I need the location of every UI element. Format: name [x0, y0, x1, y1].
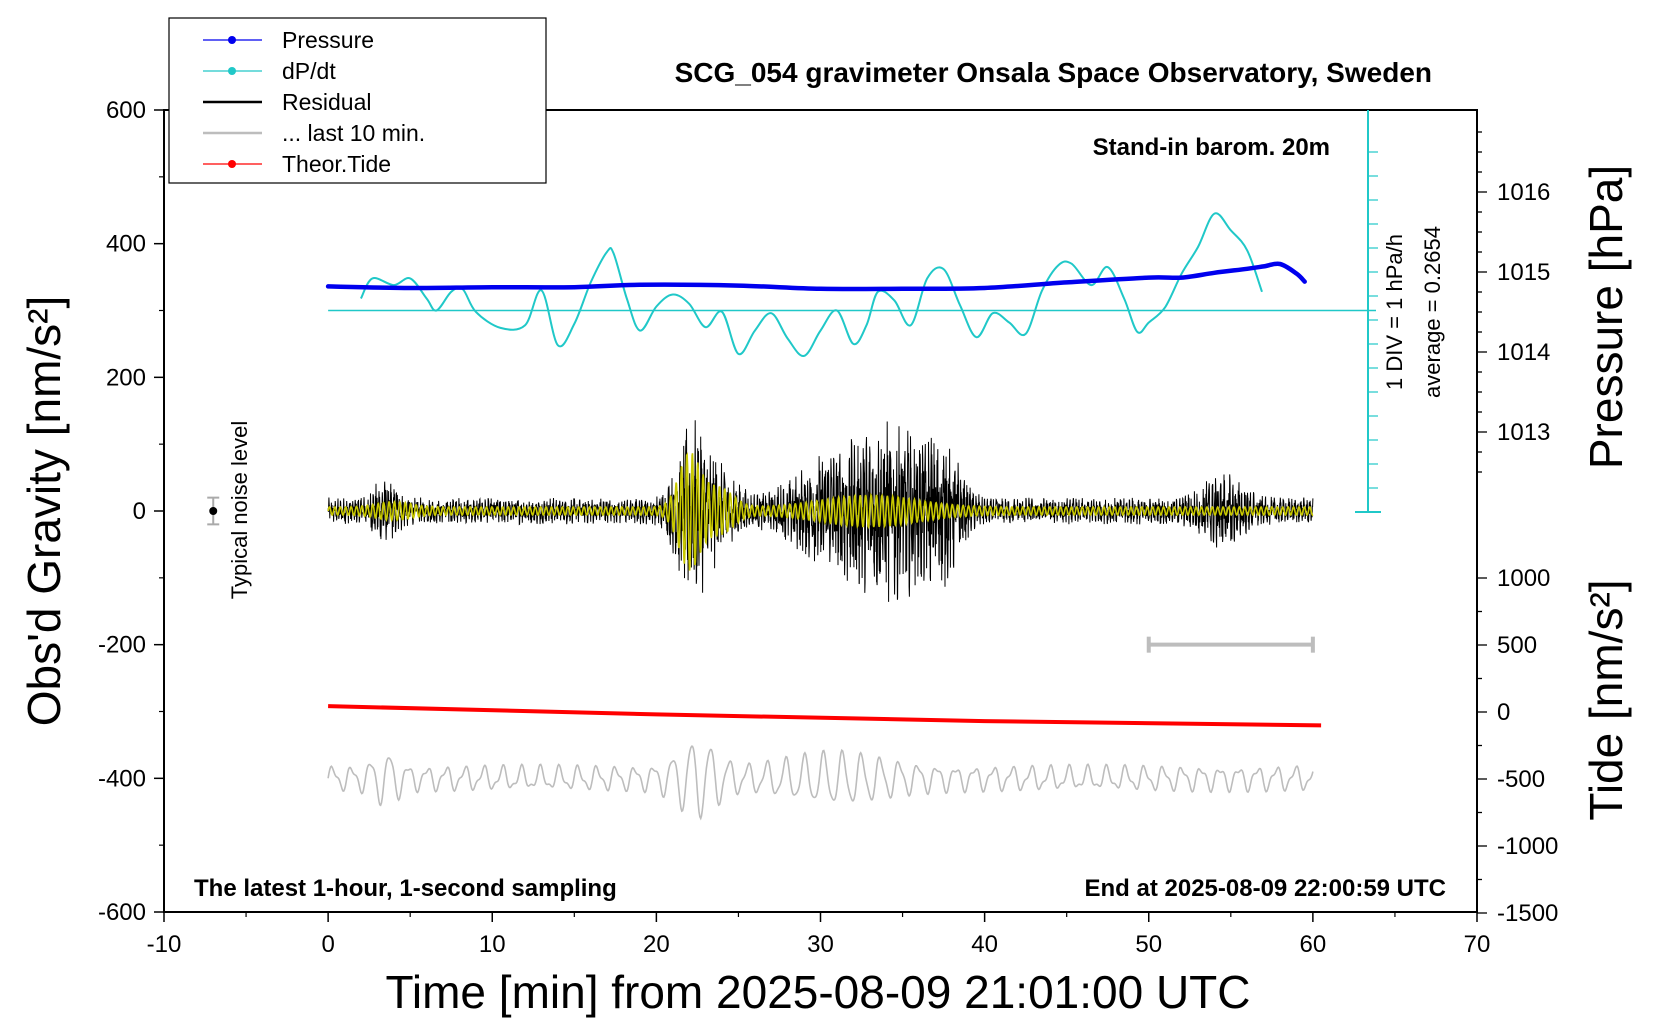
x-tick-label: 50 [1135, 931, 1162, 958]
pressure-tick-label: 1015 [1497, 259, 1550, 286]
legend-marker-pressure [228, 36, 236, 44]
pressure-axis-title: Pressure [hPa] [1580, 165, 1632, 469]
dpdt-line [360, 212, 1263, 357]
x-tick-label: -10 [147, 931, 182, 958]
dpdt-average-label: average = 0.2654 [1420, 226, 1445, 398]
x-tick-label: 60 [1300, 931, 1327, 958]
end-time-note: End at 2025-08-09 22:00:59 UTC [1085, 875, 1447, 902]
x-tick-label: 20 [643, 931, 670, 958]
x-tick-label: 40 [971, 931, 998, 958]
tide-tick-label: 500 [1497, 632, 1537, 659]
y-tick-label: 0 [133, 498, 146, 525]
noise-level-label: Typical noise level [227, 421, 252, 600]
legend-box [168, 17, 547, 184]
pressure-tick-label: 1014 [1497, 339, 1550, 366]
x-tick-label: 10 [479, 931, 506, 958]
tide-line [328, 704, 1322, 728]
legend-marker-tide [228, 160, 236, 168]
x-tick-label: 30 [807, 931, 834, 958]
pressure-tick-label: 1013 [1497, 419, 1550, 446]
pressure-line [325, 261, 1307, 292]
legend-label-pressure: Pressure [282, 27, 374, 53]
noise-point [209, 507, 218, 515]
tide-tick-label: -1500 [1497, 900, 1558, 927]
y-axis-ticks: -600 -400 -200 0 200 400 600 [98, 97, 164, 926]
sampling-note: The latest 1-hour, 1-second sampling [194, 875, 617, 902]
tide-tick-label: -1000 [1497, 833, 1558, 860]
tide-axis-title: Tide [nm/s²] [1580, 579, 1632, 820]
y-tick-label: 200 [106, 364, 146, 391]
dpdt-div-label: 1 DIV = 1 hPa/h [1382, 234, 1407, 390]
x-axis-ticks: -10 0 10 20 30 40 50 60 70 [147, 912, 1491, 958]
y-tick-label: -400 [98, 765, 146, 792]
y-tick-label: 400 [106, 231, 146, 258]
legend-marker-dpdt [228, 67, 236, 75]
legend-label-residual: Residual [282, 89, 372, 115]
legend-label-tide: Theor.Tide [282, 151, 391, 177]
pressure-axis-ticks: 1013 1014 1015 1016 [1477, 131, 1550, 473]
legend-label-last10: ... last 10 min. [282, 120, 425, 146]
series-group [207, 212, 1376, 821]
tide-tick-label: -500 [1497, 766, 1545, 793]
y-axis-title: Obs'd Gravity [nm/s²] [18, 296, 70, 727]
x-tick-label: 0 [321, 931, 334, 958]
legend-label-dpdt: dP/dt [282, 58, 336, 84]
chart-title: SCG_054 gravimeter Onsala Space Observat… [675, 57, 1432, 88]
pressure-tick-label: 1016 [1497, 179, 1550, 206]
tide-axis-ticks: -1500 -1000 -500 0 500 1000 [1477, 565, 1558, 927]
y-tick-label: -200 [98, 632, 146, 659]
y-tick-label: 600 [106, 97, 146, 124]
x-axis-title: Time [min] from 2025-08-09 21:01:00 UTC [386, 966, 1251, 1018]
barometer-note: Stand-in barom. 20m [1093, 134, 1330, 161]
tide-tick-label: 1000 [1497, 565, 1550, 592]
residual-filtered-line [327, 452, 1314, 571]
y-tick-label: -600 [98, 899, 146, 926]
last10-line [327, 745, 1314, 821]
legend: Pressure dP/dt Residual ... last 10 min. The… [168, 17, 547, 184]
x-tick-label: 70 [1464, 931, 1491, 958]
tide-tick-label: 0 [1497, 699, 1510, 726]
